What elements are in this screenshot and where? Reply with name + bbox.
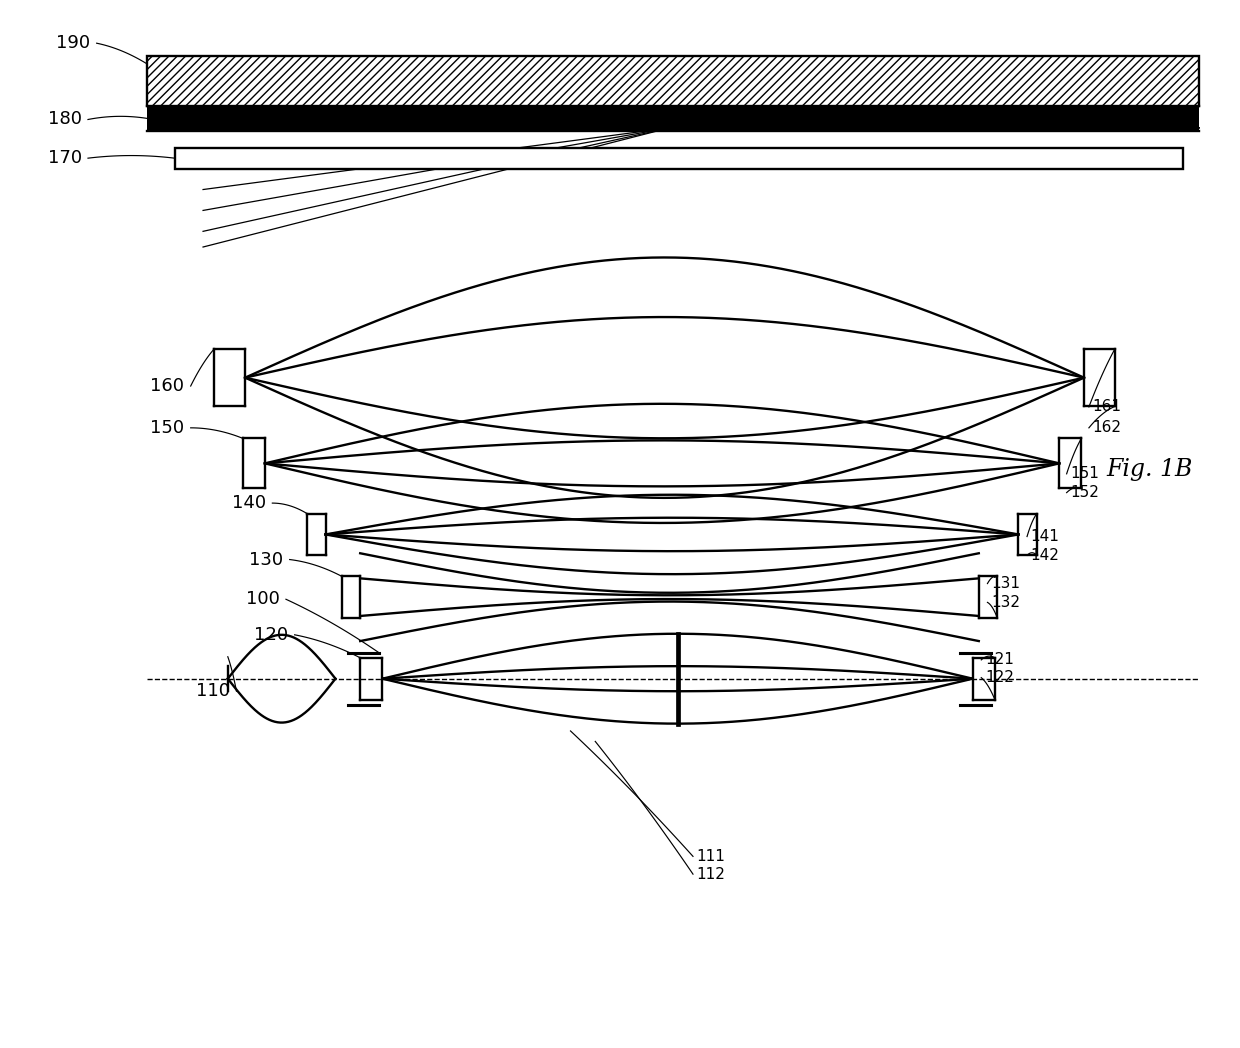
Bar bbox=[148, 56, 1199, 106]
Text: 160: 160 bbox=[150, 377, 185, 395]
Bar bbox=[175, 148, 1183, 169]
Text: 180: 180 bbox=[48, 110, 82, 129]
Text: 111: 111 bbox=[697, 849, 725, 864]
Text: 141: 141 bbox=[1030, 529, 1060, 544]
Text: 110: 110 bbox=[196, 682, 231, 700]
Text: 120: 120 bbox=[254, 626, 289, 643]
Text: 121: 121 bbox=[985, 652, 1014, 668]
Text: 152: 152 bbox=[1070, 485, 1099, 500]
Text: 140: 140 bbox=[232, 494, 267, 512]
Text: 122: 122 bbox=[985, 670, 1014, 685]
Text: 132: 132 bbox=[991, 595, 1021, 610]
Bar bbox=[148, 106, 1199, 131]
Text: 131: 131 bbox=[991, 576, 1021, 591]
Text: 162: 162 bbox=[1092, 420, 1122, 435]
Text: 142: 142 bbox=[1030, 548, 1060, 563]
Text: 150: 150 bbox=[150, 419, 185, 437]
Text: 112: 112 bbox=[697, 867, 725, 881]
Text: 190: 190 bbox=[56, 35, 91, 52]
Text: Fig. 1B: Fig. 1B bbox=[1106, 458, 1193, 481]
Text: 161: 161 bbox=[1092, 399, 1122, 414]
Text: 100: 100 bbox=[246, 590, 280, 608]
Text: 130: 130 bbox=[249, 550, 284, 568]
Text: 151: 151 bbox=[1070, 466, 1099, 481]
Text: 170: 170 bbox=[47, 149, 82, 168]
